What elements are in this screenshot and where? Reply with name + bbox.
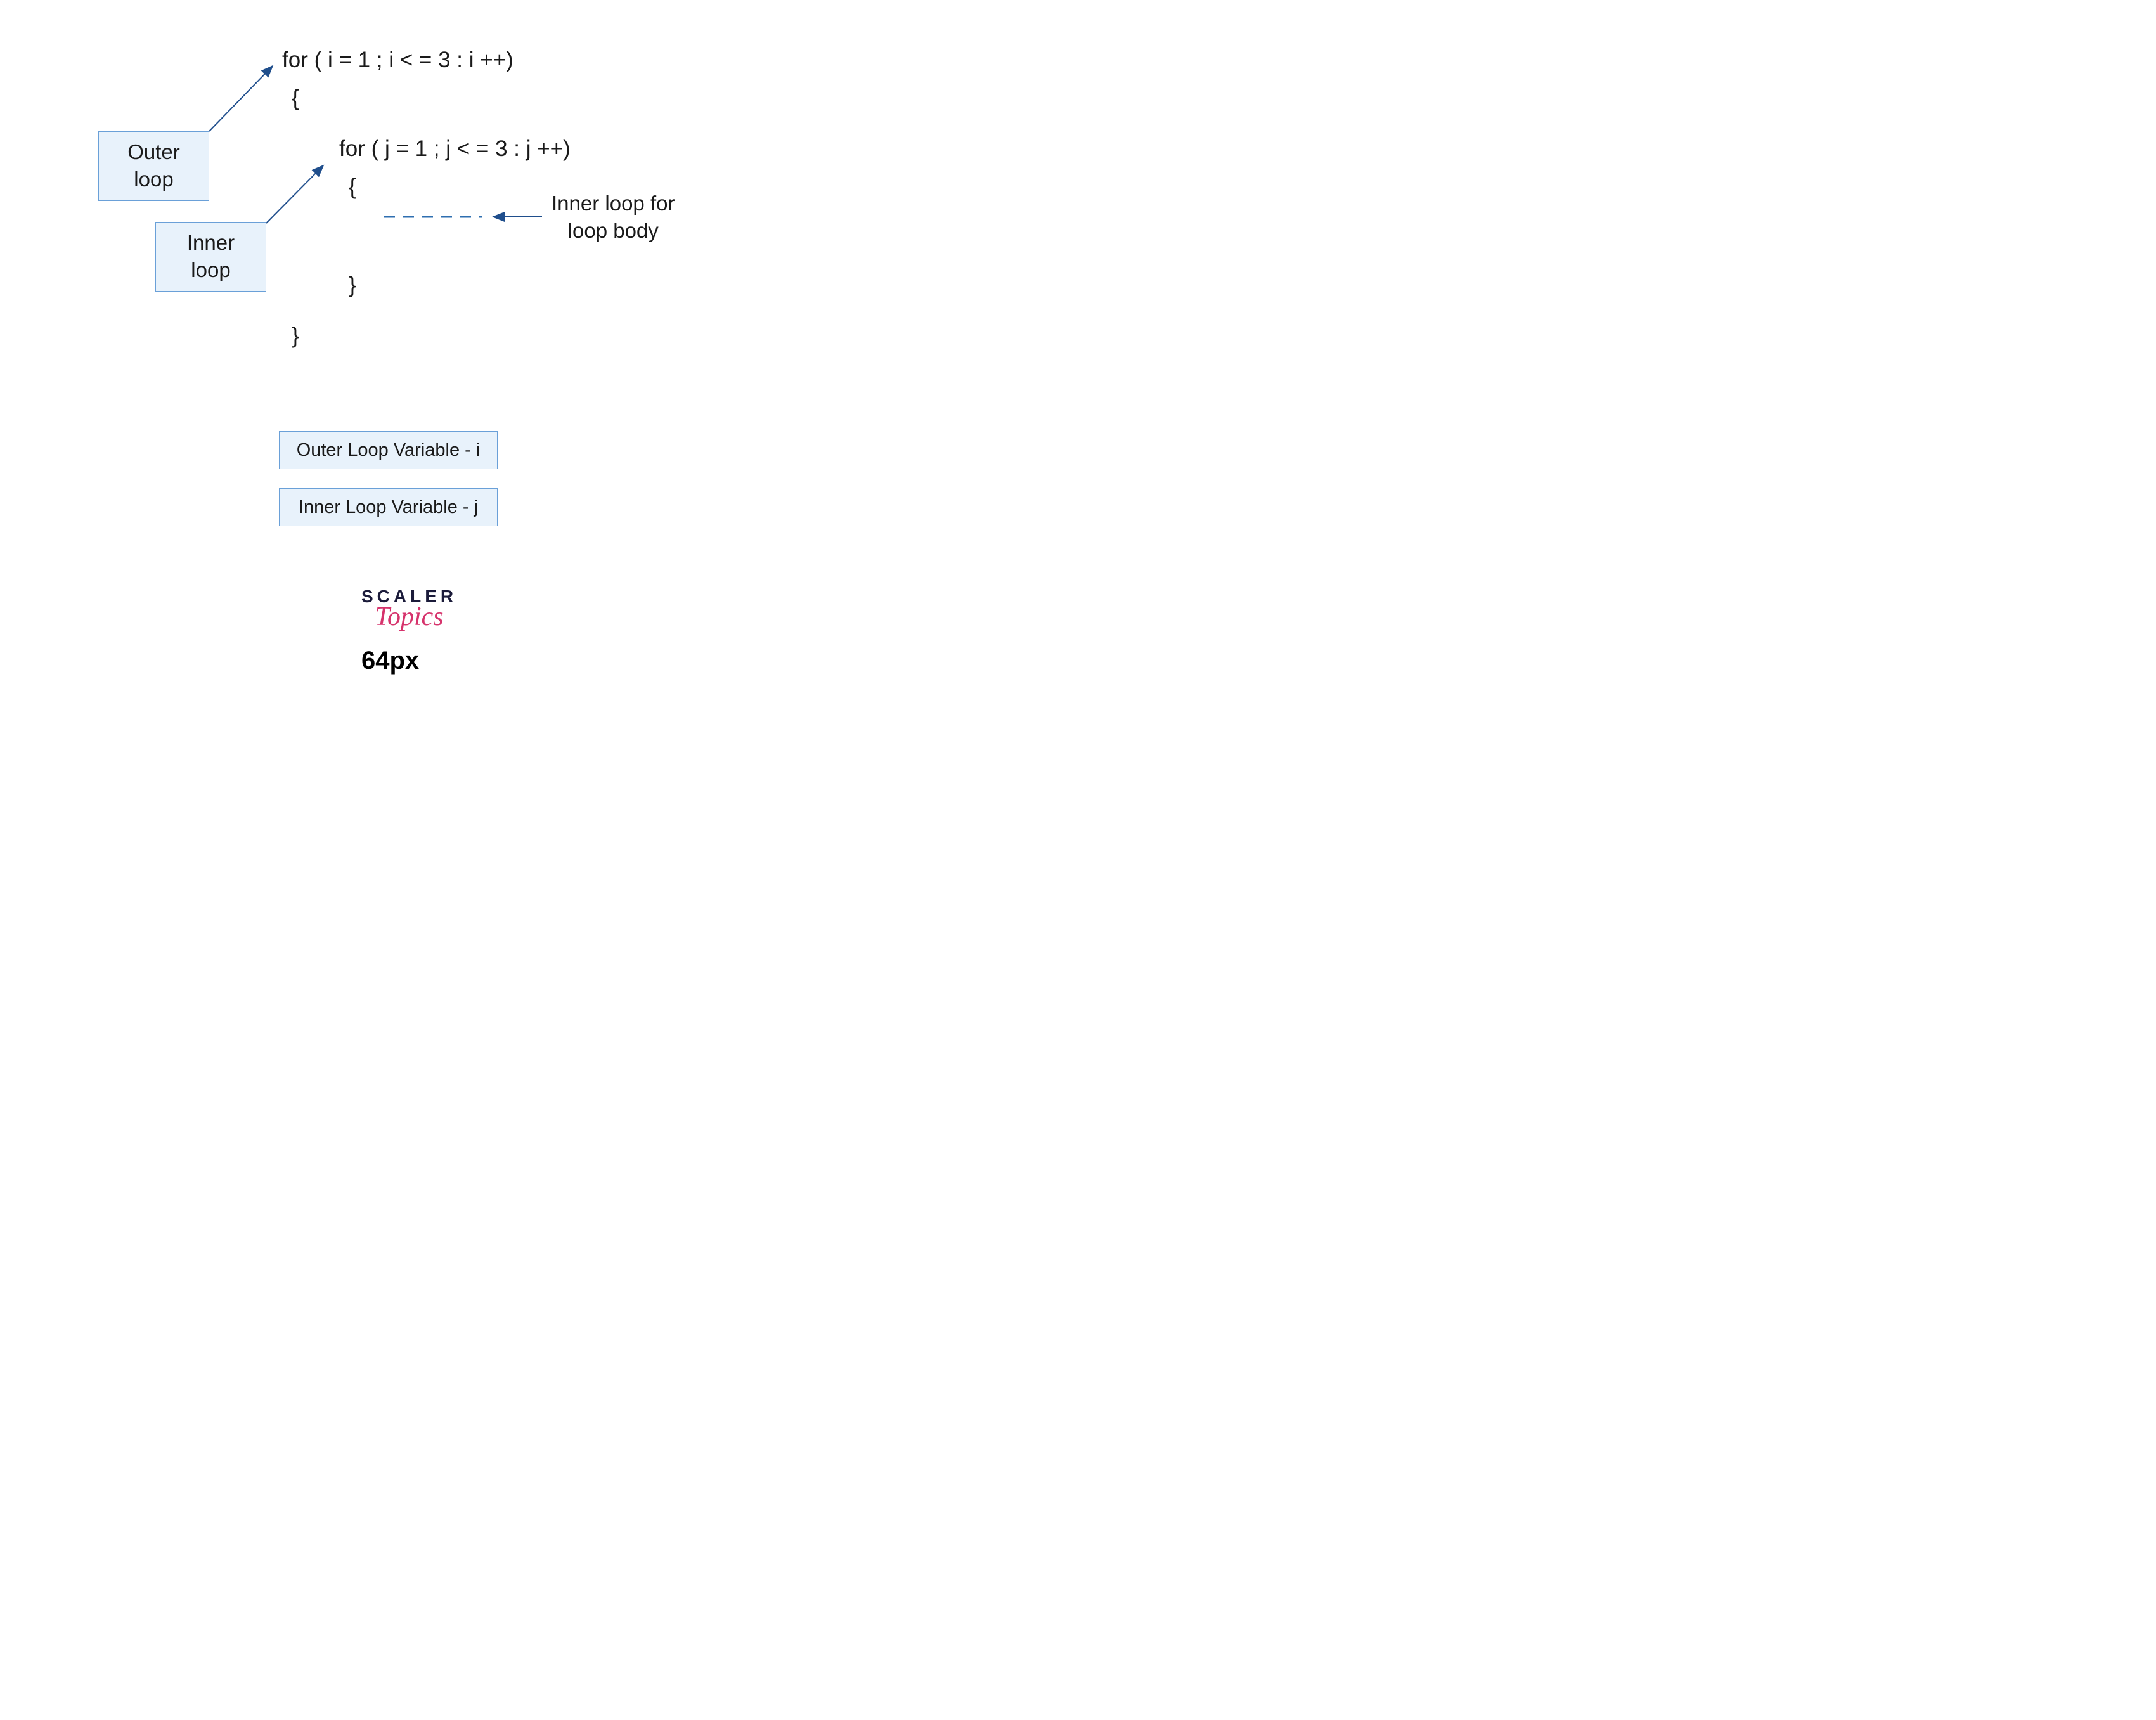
outer-for-statement: for ( i = 1 ; i < = 3 : i ++) xyxy=(282,48,513,73)
inner-variable-text: Inner Loop Variable - j xyxy=(299,497,478,518)
scaler-topics-logo: SCALER Topics xyxy=(361,586,457,632)
inner-variable-info: Inner Loop Variable - j xyxy=(279,488,498,526)
inner-brace-open: { xyxy=(349,174,356,200)
outer-variable-text: Outer Loop Variable - i xyxy=(297,440,481,461)
arrows-overlay xyxy=(0,0,976,779)
nested-loop-diagram: for ( i = 1 ; i < = 3 : i ++) { for ( j … xyxy=(0,0,976,779)
inner-loop-label: Inner loop xyxy=(155,222,266,292)
outer-brace-close: } xyxy=(292,323,299,349)
inner-body-line1: Inner loop for xyxy=(552,190,675,217)
outer-loop-label-text: Outer loop xyxy=(127,139,180,193)
outer-brace-open: { xyxy=(292,86,299,111)
outer-variable-info: Outer Loop Variable - i xyxy=(279,431,498,469)
inner-body-annotation: Inner loop for loop body xyxy=(552,190,675,245)
inner-brace-close: } xyxy=(349,273,356,298)
outer-loop-label: Outer loop xyxy=(98,131,209,201)
outer-loop-arrow xyxy=(209,66,273,131)
logo-topics-text: Topics xyxy=(361,602,457,632)
inner-loop-label-text: Inner loop xyxy=(187,230,235,284)
size-label: 64px xyxy=(361,647,419,675)
inner-for-statement: for ( j = 1 ; j < = 3 : j ++) xyxy=(339,136,571,162)
inner-loop-arrow xyxy=(266,165,323,223)
inner-body-line2: loop body xyxy=(552,217,675,245)
